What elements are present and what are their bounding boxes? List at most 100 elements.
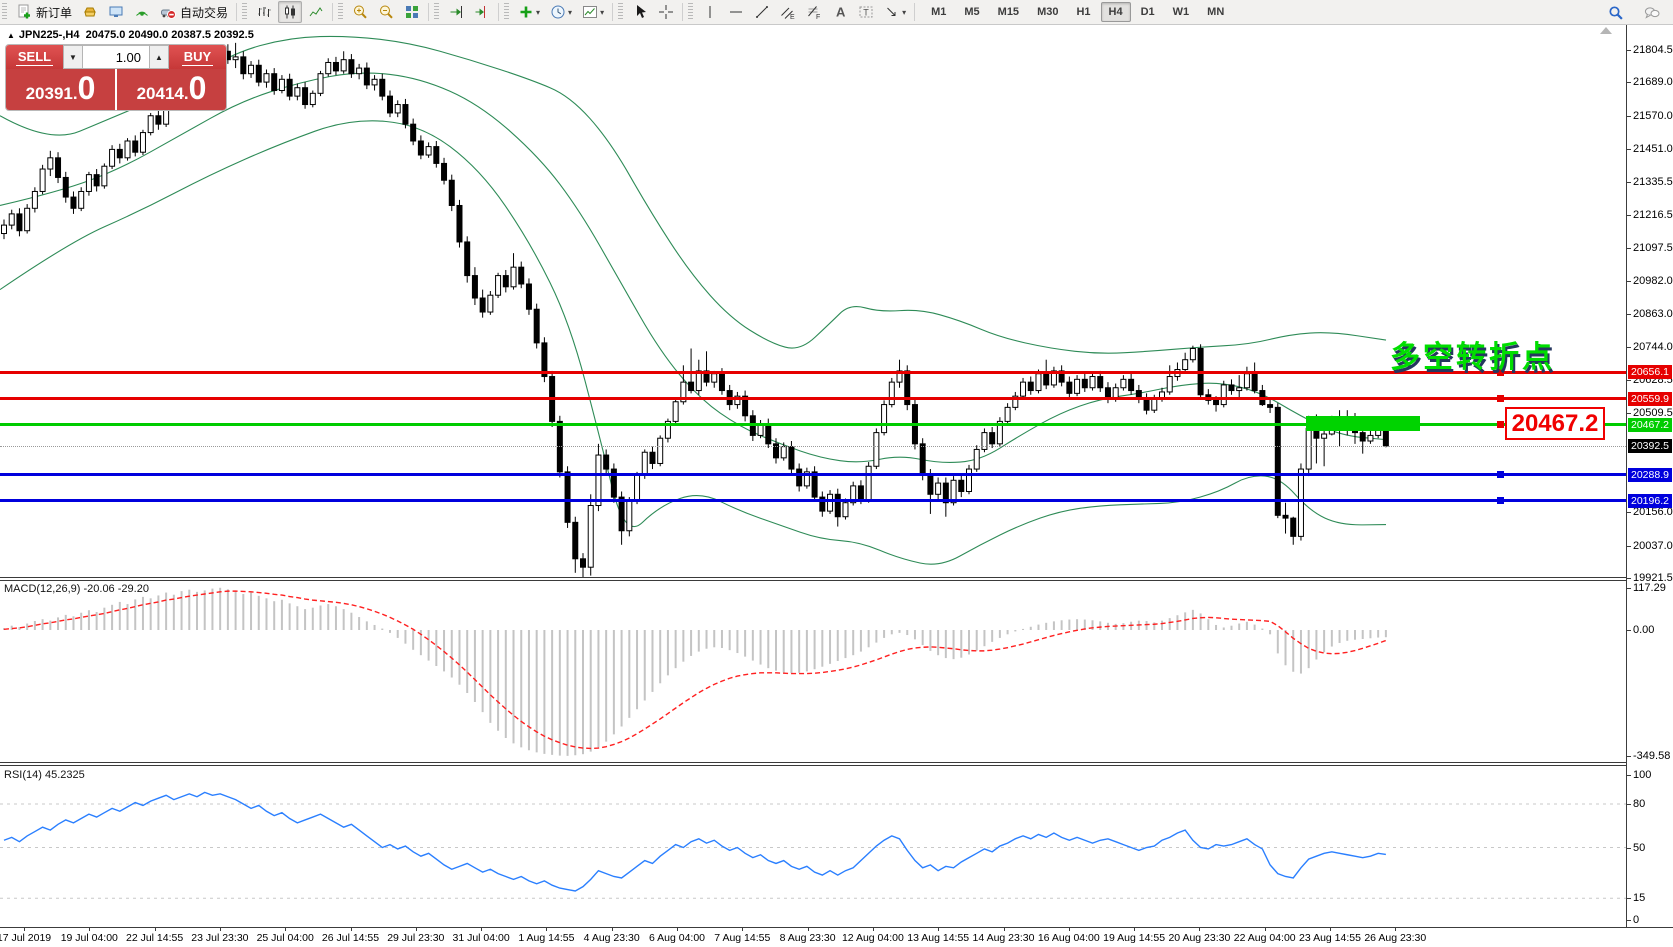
price-callout-label[interactable]: 20467.2	[1505, 407, 1605, 440]
chevron-down-icon[interactable]: ▾	[600, 7, 605, 17]
timeframe-h1-button[interactable]: H1	[1076, 6, 1091, 18]
add-indicator-button[interactable]: ▾	[514, 1, 544, 23]
timeframe-m5-button[interactable]: M5	[964, 6, 980, 18]
timeframe-h4-button[interactable]: H4	[1100, 2, 1131, 22]
price-chart[interactable]	[0, 25, 1626, 578]
candle	[672, 401, 679, 422]
price-level-line[interactable]	[0, 473, 1626, 477]
chart-shift-button[interactable]	[470, 1, 494, 23]
candle	[402, 104, 409, 125]
volume-up-button[interactable]: ▲	[149, 45, 169, 69]
price-level-line[interactable]	[0, 423, 1626, 427]
candle	[1151, 398, 1158, 411]
arrows-tool-button[interactable]: ▾	[880, 1, 910, 23]
time-tick-label: 26 Aug 23:30	[1364, 932, 1427, 944]
zoom-out-button[interactable]	[374, 1, 398, 23]
highlight-box[interactable]	[1306, 416, 1420, 432]
market-watch-button[interactable]	[78, 1, 102, 23]
zoom-in-button[interactable]	[348, 1, 372, 23]
price-level-line[interactable]	[0, 370, 1626, 374]
buy-price[interactable]: 20414. 0	[117, 69, 226, 110]
macd-tick-label: 0.00	[1633, 624, 1655, 636]
text-tool-button[interactable]: A	[828, 1, 852, 23]
time-tick-label: 22 Jul 14:55	[125, 932, 184, 944]
macd-panel[interactable]	[0, 581, 1626, 762]
volume-down-button[interactable]: ▼	[63, 45, 83, 69]
line-handle[interactable]	[1497, 368, 1504, 376]
candlestick-icon	[285, 5, 296, 19]
candle	[919, 443, 926, 476]
candle	[1020, 381, 1027, 397]
search-button[interactable]	[1604, 2, 1628, 24]
candle	[564, 471, 571, 523]
price-tick-label: 21097.5	[1633, 242, 1673, 255]
timeframe-m1-button[interactable]: M1	[931, 6, 947, 18]
candle	[811, 471, 818, 498]
chat-button[interactable]	[1640, 2, 1664, 24]
timeframe-m15-button[interactable]: M15	[997, 6, 1020, 18]
indicator-window-button[interactable]: ▾	[578, 1, 608, 23]
tick-mark	[1627, 512, 1631, 514]
line-handle[interactable]	[1497, 395, 1504, 403]
price-level-line[interactable]	[0, 499, 1626, 503]
turning-point-annotation[interactable]: 多空转折点	[1390, 341, 1555, 374]
cursor-tool-button[interactable]	[628, 1, 652, 23]
time-axis[interactable]: 17 Jul 2019 19 Jul 04:00 22 Jul 14:55 23 Ju…	[0, 927, 1673, 947]
candle	[996, 420, 1003, 445]
collapse-arrow-icon[interactable]: ▲	[7, 31, 15, 40]
data-window-button[interactable]	[104, 1, 128, 23]
tick-mark	[1627, 775, 1631, 776]
line-handle[interactable]	[1497, 421, 1504, 429]
horizontal-line-tool-button[interactable]	[724, 1, 748, 23]
fibonacci-tool-button[interactable]: F	[802, 1, 826, 23]
bars-mode-button[interactable]	[252, 1, 276, 23]
candle	[888, 381, 895, 406]
tile-windows-button[interactable]	[400, 1, 424, 23]
candle	[78, 190, 85, 209]
channel-tool-button[interactable]: E	[776, 1, 800, 23]
price-axis[interactable]: 21804.5 21689.0 21570.0 21451.0 21335.5 21216…	[1626, 25, 1673, 927]
scroll-up-icon[interactable]	[1600, 27, 1612, 34]
volume-input[interactable]: 1.00	[83, 45, 149, 69]
rsi-panel[interactable]	[0, 766, 1626, 926]
panel-divider-2[interactable]	[0, 762, 1626, 766]
new-order-button[interactable]: 新订单	[12, 1, 76, 23]
time-tick-mark	[1395, 928, 1397, 931]
timeframe-m30-button[interactable]: M30	[1037, 6, 1059, 18]
line-mode-button[interactable]	[304, 1, 328, 23]
time-tick-label: 17 Jul 2019	[0, 932, 52, 944]
panel-divider[interactable]	[0, 577, 1626, 581]
chevron-down-icon[interactable]: ▾	[902, 7, 907, 17]
chevron-down-icon[interactable]: ▾	[568, 7, 573, 17]
candle	[680, 381, 687, 403]
price-level-line[interactable]	[0, 397, 1626, 401]
signals-button[interactable]	[130, 1, 154, 23]
periods-button[interactable]: ▾	[546, 1, 576, 23]
time-tick-mark	[1134, 928, 1136, 931]
buy-button[interactable]: BUY	[169, 45, 226, 69]
sell-button[interactable]: SELL	[6, 45, 63, 69]
time-tick-mark	[1003, 928, 1005, 931]
candle	[1220, 384, 1227, 406]
vertical-line-tool-button[interactable]	[698, 1, 722, 23]
price-level-badge: 20656.1	[1628, 365, 1672, 379]
candle	[842, 502, 849, 518]
timeframe-d1-button[interactable]: D1	[1140, 6, 1155, 18]
auto-scroll-button[interactable]	[444, 1, 468, 23]
crosshair-tool-button[interactable]	[654, 1, 678, 23]
price-level-badge: 20467.2	[1628, 417, 1672, 432]
candle	[1189, 347, 1196, 361]
auto-trading-button[interactable]: 自动交易	[156, 1, 232, 23]
candle	[634, 474, 641, 501]
line-handle[interactable]	[1497, 471, 1504, 479]
candles-mode-button[interactable]	[278, 1, 303, 23]
line-handle[interactable]	[1497, 497, 1504, 505]
timeframe-mn-button[interactable]: MN	[1207, 6, 1225, 18]
sell-price[interactable]: 20391. 0	[6, 69, 115, 110]
label-tool-button[interactable]: T	[854, 1, 878, 23]
candle	[1012, 395, 1019, 408]
chevron-down-icon[interactable]: ▾	[536, 7, 541, 17]
timeframe-w1-button[interactable]: W1	[1172, 6, 1190, 18]
price-tick-label: 19921.5	[1633, 572, 1673, 584]
trendline-tool-button[interactable]	[750, 1, 774, 23]
